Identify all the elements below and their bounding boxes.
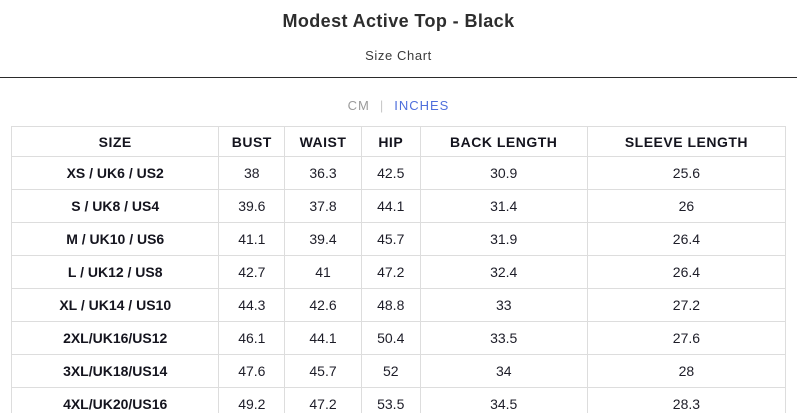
table-row: M / UK10 / US6 41.1 39.4 45.7 31.9 26.4 [10,222,787,256]
header-divider [0,77,797,78]
column-header-back-length: BACK LENGTH [419,126,588,157]
column-header-size: SIZE [10,126,220,157]
table-row: XS / UK6 / US2 38 36.3 42.5 30.9 25.6 [10,156,787,190]
measurement-cell: 28 [586,354,787,388]
page-title: Modest Active Top - Black [282,11,515,31]
column-header-sleeve-length: SLEEVE LENGTH [586,126,787,157]
size-cell: S / UK8 / US4 [10,189,220,223]
measurement-cell: 33.5 [419,321,588,355]
measurement-cell: 28.3 [586,387,787,413]
table-row: L / UK12 / US8 42.7 41 47.2 32.4 26.4 [10,255,787,289]
measurement-cell: 45.7 [284,354,362,388]
measurement-cell: 41 [284,255,362,289]
measurement-cell: 26 [586,189,787,223]
size-cell: 4XL/UK20/US16 [10,387,220,413]
unit-toggle-separator: | [379,98,385,113]
measurement-cell: 42.7 [218,255,286,289]
measurement-cell: 31.9 [419,222,588,256]
size-chart-header: Modest Active Top - Black Size Chart [0,0,797,63]
measurement-cell: 39.6 [218,189,286,223]
measurement-cell: 34.5 [419,387,588,413]
measurement-cell: 42.5 [360,156,421,190]
size-cell: L / UK12 / US8 [10,255,220,289]
measurement-cell: 47.2 [284,387,362,413]
size-table: SIZE BUST WAIST HIP BACK LENGTH SLEEVE LENGTH… [10,126,787,413]
measurement-cell: 49.2 [218,387,286,413]
measurement-cell: 27.2 [586,288,787,322]
table-row: 2XL/UK16/US12 46.1 44.1 50.4 33.5 27.6 [10,321,787,355]
size-cell: 2XL/UK16/US12 [10,321,220,355]
measurement-cell: 46.1 [218,321,286,355]
measurement-cell: 39.4 [284,222,362,256]
column-header-bust: BUST [218,126,286,157]
measurement-cell: 47.6 [218,354,286,388]
measurement-cell: 44.1 [284,321,362,355]
column-header-waist: WAIST [284,126,362,157]
measurement-cell: 37.8 [284,189,362,223]
size-table-container: SIZE BUST WAIST HIP BACK LENGTH SLEEVE LENGTH… [0,113,797,413]
measurement-cell: 30.9 [419,156,588,190]
measurement-cell: 50.4 [360,321,421,355]
table-header-row: SIZE BUST WAIST HIP BACK LENGTH SLEEVE LENGTH [10,126,787,157]
measurement-cell: 44.1 [360,189,421,223]
table-row: XL / UK14 / US10 44.3 42.6 48.8 33 27.2 [10,288,787,322]
unit-toggle: CM | INCHES [0,98,797,113]
measurement-cell: 32.4 [419,255,588,289]
unit-toggle-cm[interactable]: CM [347,98,370,113]
measurement-cell: 48.8 [360,288,421,322]
measurement-cell: 26.4 [586,255,787,289]
table-row: S / UK8 / US4 39.6 37.8 44.1 31.4 26 [10,189,787,223]
measurement-cell: 47.2 [360,255,421,289]
measurement-cell: 44.3 [218,288,286,322]
measurement-cell: 34 [419,354,588,388]
measurement-cell: 38 [218,156,286,190]
measurement-cell: 36.3 [284,156,362,190]
table-row: 3XL/UK18/US14 47.6 45.7 52 34 28 [10,354,787,388]
measurement-cell: 25.6 [586,156,787,190]
size-cell: XL / UK14 / US10 [10,288,220,322]
table-row: 4XL/UK20/US16 49.2 47.2 53.5 34.5 28.3 [10,387,787,413]
measurement-cell: 27.6 [586,321,787,355]
measurement-cell: 52 [360,354,421,388]
size-cell: 3XL/UK18/US14 [10,354,220,388]
measurement-cell: 26.4 [586,222,787,256]
page-subtitle: Size Chart [365,48,432,63]
measurement-cell: 45.7 [360,222,421,256]
size-cell: M / UK10 / US6 [10,222,220,256]
measurement-cell: 42.6 [284,288,362,322]
unit-toggle-inches[interactable]: INCHES [394,98,450,113]
measurement-cell: 41.1 [218,222,286,256]
measurement-cell: 53.5 [360,387,421,413]
measurement-cell: 33 [419,288,588,322]
column-header-hip: HIP [360,126,421,157]
measurement-cell: 31.4 [419,189,588,223]
size-cell: XS / UK6 / US2 [10,156,220,190]
